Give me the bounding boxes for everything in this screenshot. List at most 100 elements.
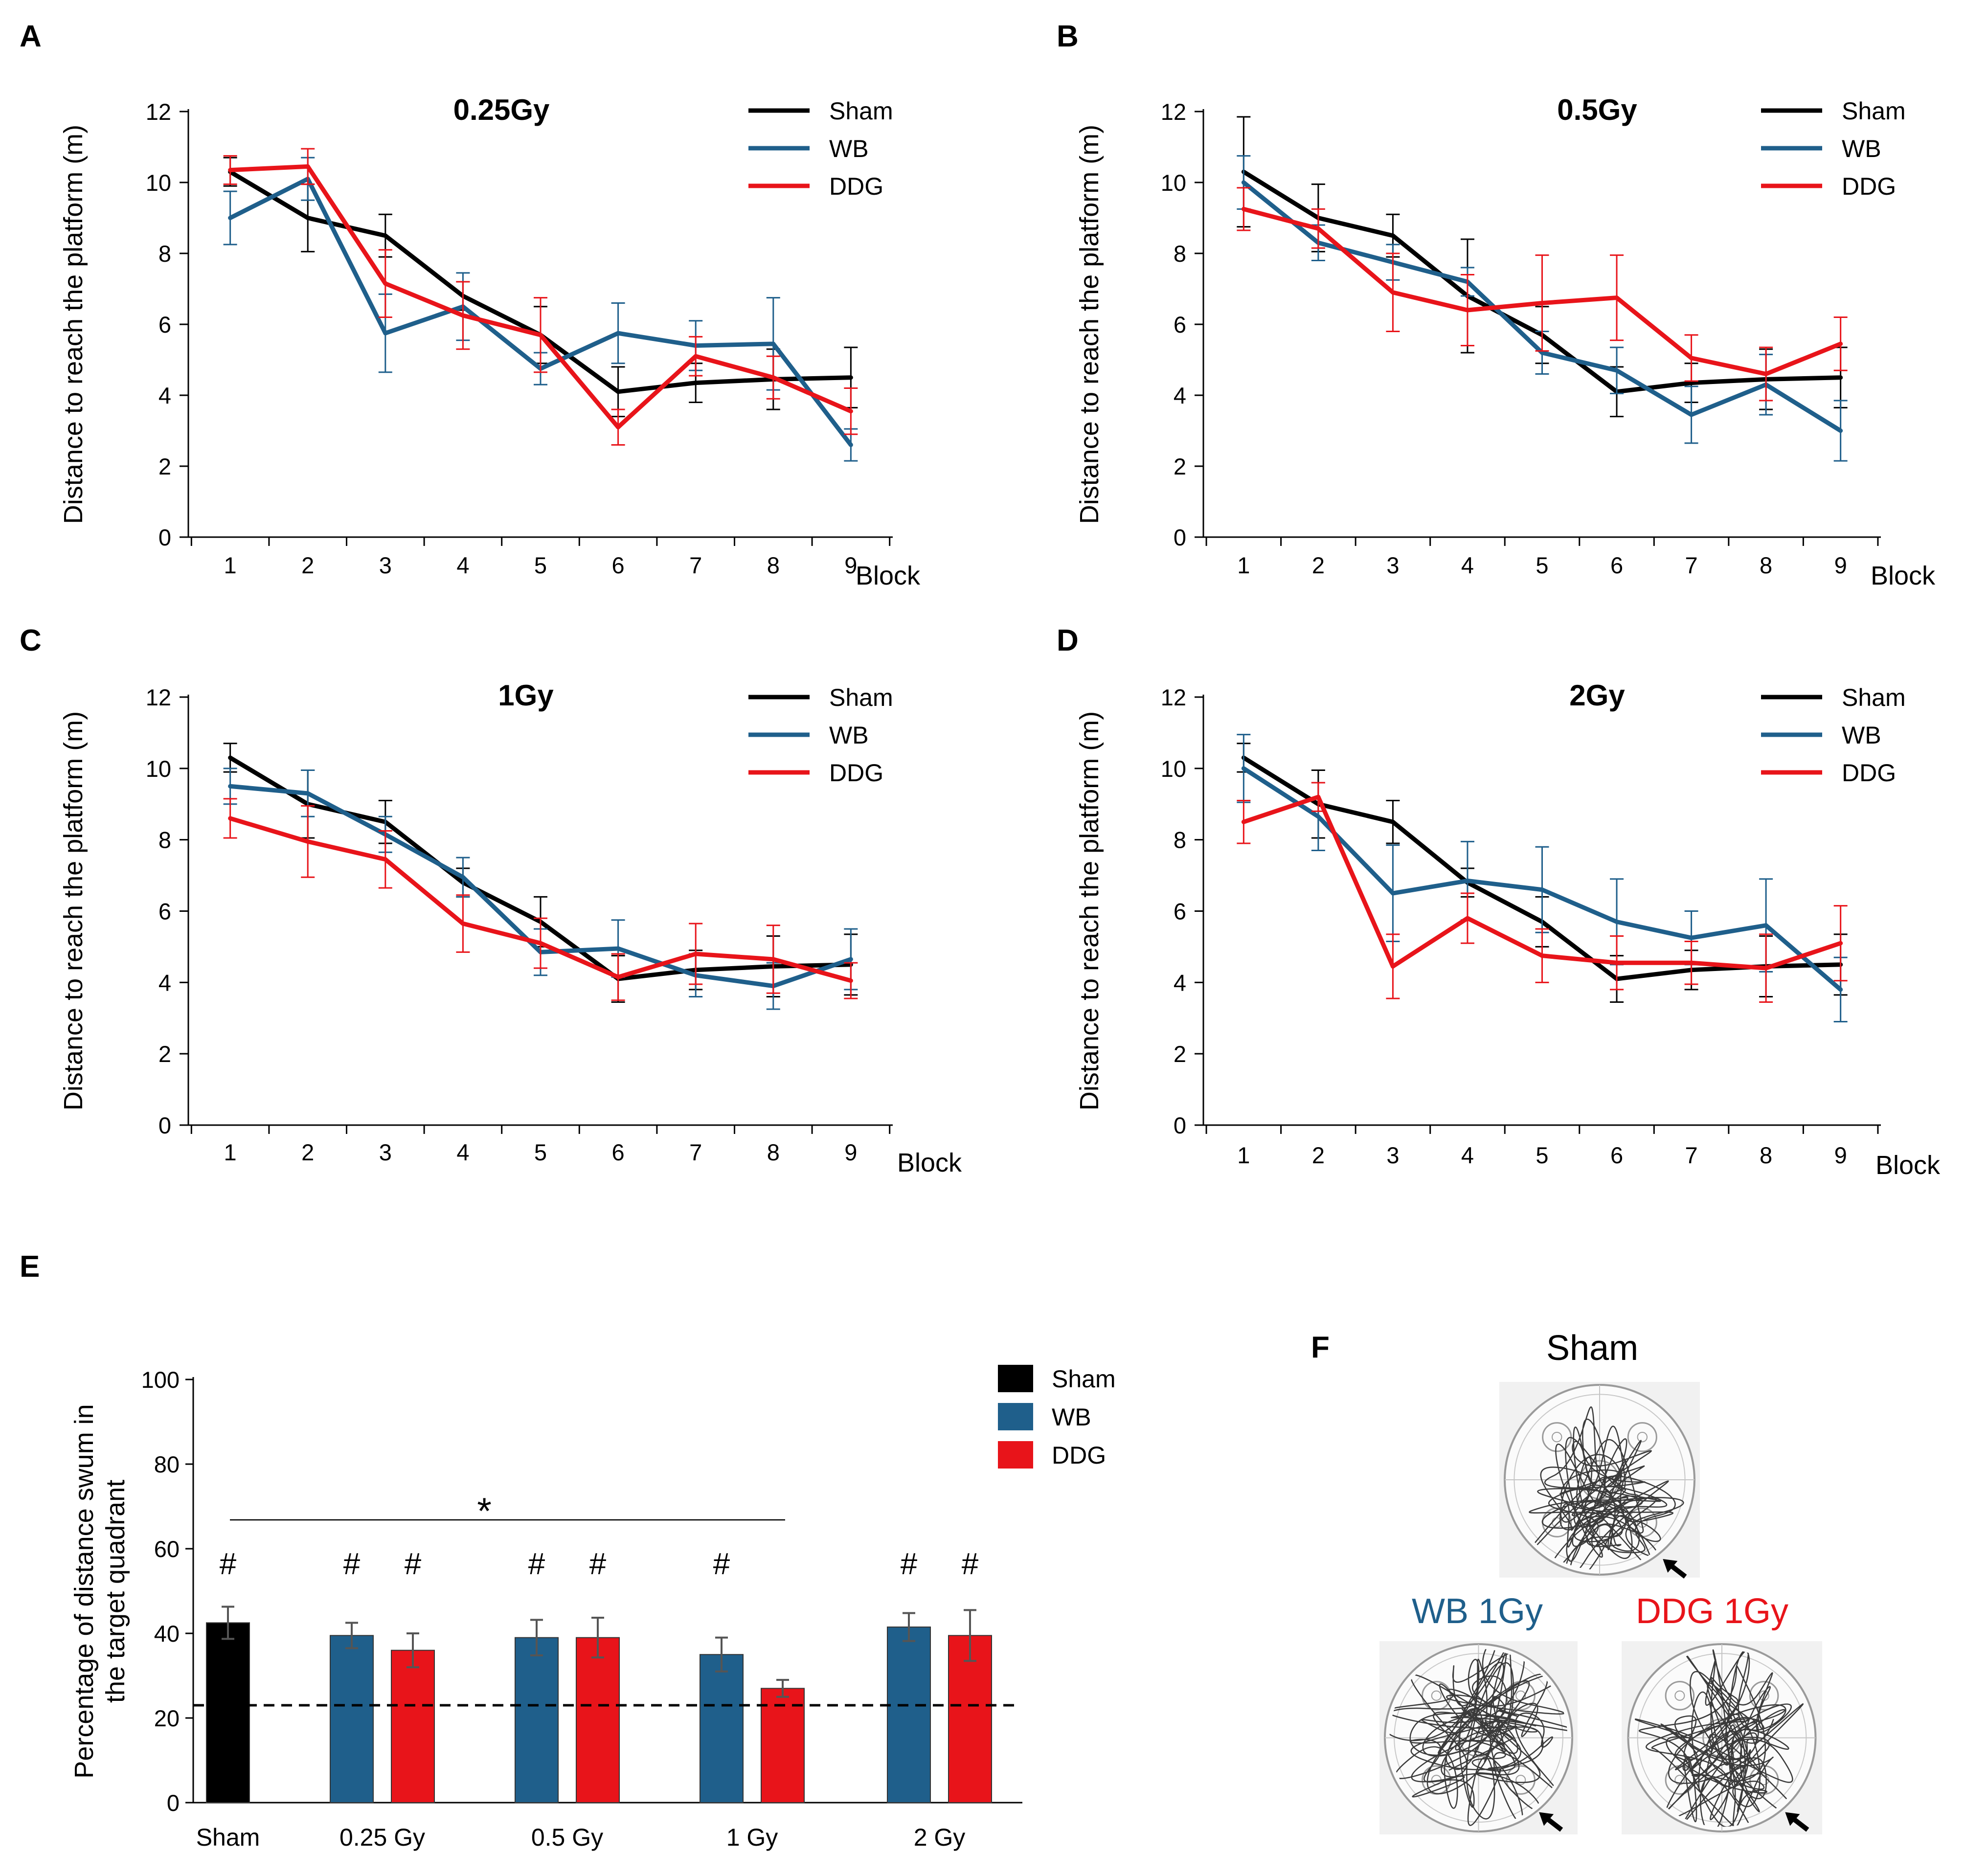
legend-label: DDG [829,173,883,200]
bar [887,1627,931,1803]
data-point [1763,923,1768,928]
x-tick-label: 4 [1461,552,1474,578]
y-tick-label: 2 [158,453,171,479]
x-tick-label: 2 [301,552,314,578]
data-point [383,857,388,862]
data-point [616,389,621,394]
legend-label: DDG [1842,759,1896,787]
y-axis-label: Distance to reach the platform (m) [1075,125,1104,524]
significance-mark: # [901,1547,918,1581]
data-point [771,375,776,380]
swim-path [1634,1649,1805,1827]
data-point [1689,960,1694,965]
data-point [1540,887,1544,892]
x-tick-label: 8 [1760,552,1772,578]
legend-label: Sham [829,97,893,125]
zone-center [1552,1432,1562,1443]
y-tick-label: 12 [146,99,171,125]
track-3: DDG 1Gy [1622,1592,1822,1834]
x-tick-label: 2 [1312,1142,1325,1168]
y-axis-label-line: Percentage of distance swum in [69,1404,99,1778]
y-tick-label: 12 [1161,99,1186,125]
data-point [1241,206,1246,211]
data-point [383,233,388,238]
data-point [1614,368,1619,373]
y-tick-label: 0 [158,524,171,550]
data-point [305,216,310,220]
x-tick-label: 2 Gy [914,1824,966,1851]
zone-center [1637,1432,1648,1443]
x-tick-label: 2 [1312,552,1325,578]
track-2: WB 1Gy [1379,1592,1578,1834]
bar-chart-e: E 0 20 40 60 80 100 Percentage of distance swum… [20,1250,1116,1851]
y-tick-label: 12 [146,684,171,710]
zone-circle [1506,1765,1536,1795]
y-tick-label: 40 [154,1621,180,1647]
data-point [1390,290,1395,295]
data-point [460,313,465,318]
y-tick-label: 2 [1174,453,1186,479]
zone-circle [1665,1681,1695,1711]
significance-mark: # [713,1547,730,1581]
y-axis-label: Percentage of distance swum inthe target… [69,1404,130,1778]
data-point [305,839,310,844]
data-point [616,974,621,979]
arrow-head [1663,1559,1678,1573]
x-tick-label: 6 [1610,552,1623,578]
x-tick-label: 9 [1834,1142,1847,1168]
significance-mark: # [589,1547,607,1581]
significance-mark: # [962,1547,979,1581]
data-point [771,341,776,346]
data-point [1316,814,1321,819]
data-point [848,409,853,414]
legend-label: Sham [1842,97,1906,125]
x-tick-label: 0.25 Gy [339,1824,425,1851]
data-point [305,164,310,169]
panel-letter: D [1057,624,1079,657]
data-point [1689,356,1694,361]
bar [700,1654,744,1803]
data-point [848,375,853,380]
legend-label: WB [829,135,869,162]
track-label: DDG 1Gy [1636,1592,1788,1631]
y-tick-label: 4 [1174,383,1186,408]
x-tick-label: 3 [1386,1142,1399,1168]
data-point [1465,916,1470,921]
legend-label: DDG [829,759,883,787]
x-tick-label: 5 [534,1139,547,1165]
panel-letter: E [20,1250,40,1284]
data-point [383,281,388,286]
y-tick-label: 10 [146,756,171,782]
zone-center [1674,1690,1685,1701]
data-point [1241,819,1246,824]
y-tick-label: 2 [158,1041,171,1067]
significance-mark: # [343,1547,361,1581]
x-axis-label: Block [1875,1151,1941,1180]
data-point [1763,966,1768,971]
y-tick-label: 80 [154,1451,180,1477]
panel-letter: B [1057,20,1079,53]
series-ddg [1237,187,1848,402]
data-point [1838,341,1843,346]
legend-swatch [998,1365,1033,1392]
track-label: Sham [1546,1329,1638,1368]
chart-title: 1Gy [498,679,554,712]
data-point [305,791,310,796]
x-tick-label: 9 [844,552,857,578]
y-tick-label: 4 [1174,970,1186,995]
y-axis-label-line: the target quadrant [101,1480,130,1703]
chart-title: 2Gy [1569,679,1625,712]
data-point [693,381,698,385]
x-tick-label: 8 [767,552,780,578]
x-tick-label: 3 [379,1139,392,1165]
x-tick-label: 7 [1685,552,1698,578]
y-tick-label: 20 [154,1705,180,1731]
series-ddg [1237,782,1848,1003]
y-axis-label: Distance to reach the platform (m) [1075,711,1104,1110]
data-point [848,443,853,447]
data-point [693,951,698,956]
zone-circle [1627,1422,1657,1452]
chart-title: 0.5Gy [1557,93,1637,126]
